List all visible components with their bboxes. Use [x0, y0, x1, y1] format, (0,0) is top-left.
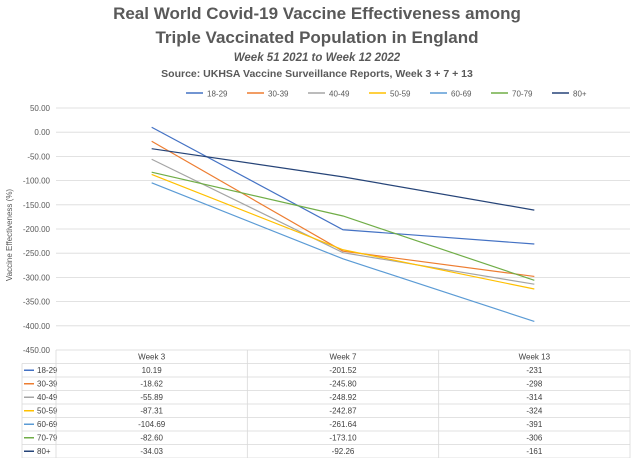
table-row-label: 70-79 — [37, 434, 58, 443]
legend-label-50-59: 50-59 — [390, 90, 411, 99]
series-line-30-39 — [151, 140, 535, 278]
table-header: Week 13 — [519, 353, 551, 362]
series-line-50-59 — [151, 173, 535, 290]
chart-title-line2: Triple Vaccinated Population in England — [155, 28, 479, 47]
legend-label-40-49: 40-49 — [329, 90, 350, 99]
y-tick-label: -200.00 — [23, 225, 51, 234]
y-tick-label: -300.00 — [23, 273, 51, 282]
legend-label-18-29: 18-29 — [207, 90, 228, 99]
chart-title: Real World Covid-19 Vaccine Effectivenes… — [113, 4, 521, 23]
chart-subtitle: Week 51 2021 to Week 12 2022 — [233, 52, 401, 64]
legend-label-70-79: 70-79 — [512, 90, 533, 99]
y-tick-label: -350.00 — [23, 298, 51, 307]
y-tick-label: -450.00 — [23, 346, 51, 355]
legend-label-30-39: 30-39 — [268, 90, 289, 99]
y-tick-label: -250.00 — [23, 249, 51, 258]
table-row-label: 60-69 — [37, 420, 58, 429]
series-line-70-79 — [151, 171, 535, 281]
table-cell: -87.31 — [140, 407, 163, 416]
y-tick-label: -100.00 — [23, 177, 51, 186]
table-row-label: 18-29 — [37, 366, 58, 375]
table-header: Week 7 — [330, 353, 358, 362]
table-cell: -201.52 — [329, 366, 357, 375]
table-cell: -18.62 — [140, 380, 163, 389]
table-cell: -92.26 — [332, 447, 355, 456]
table-cell: -314 — [526, 393, 543, 402]
table-cell: -34.03 — [140, 447, 163, 456]
y-tick-label: 0.00 — [34, 128, 50, 137]
series-line-18-29 — [151, 126, 535, 245]
y-tick-label: 50.00 — [30, 104, 51, 113]
legend-label-80+: 80+ — [573, 90, 587, 99]
table-cell: 10.19 — [142, 366, 163, 375]
table-cell: -245.80 — [329, 380, 357, 389]
table-cell: -173.10 — [329, 434, 357, 443]
series-line-40-49 — [151, 158, 535, 285]
table-cell: -324 — [526, 407, 543, 416]
table-cell: -242.87 — [329, 407, 357, 416]
table-cell: -391 — [526, 420, 543, 429]
table-cell: -306 — [526, 434, 543, 443]
table-cell: -231 — [526, 366, 543, 375]
y-tick-label: -400.00 — [23, 322, 51, 331]
table-cell: -104.69 — [138, 420, 166, 429]
table-cell: -82.60 — [140, 434, 163, 443]
y-tick-label: -150.00 — [23, 201, 51, 210]
table-row-label: 40-49 — [37, 393, 58, 402]
legend-label-60-69: 60-69 — [451, 90, 472, 99]
series-line-60-69 — [151, 182, 535, 323]
series-line-80+ — [151, 148, 535, 211]
table-cell: -298 — [526, 380, 543, 389]
table-row-label: 80+ — [37, 447, 51, 456]
chart-source: Source: UKHSA Vaccine Surveillance Repor… — [161, 68, 473, 80]
table-cell: -261.64 — [329, 420, 357, 429]
table-header: Week 3 — [138, 353, 166, 362]
table-cell: -55.89 — [140, 393, 163, 402]
y-tick-label: -50.00 — [27, 152, 50, 161]
table-cell: -248.92 — [329, 393, 357, 402]
table-cell: -161 — [526, 447, 543, 456]
table-row-label: 50-59 — [37, 407, 58, 416]
table-row-label: 30-39 — [37, 380, 58, 389]
y-axis-label: Vaccine Effectiveness (%) — [5, 189, 14, 282]
